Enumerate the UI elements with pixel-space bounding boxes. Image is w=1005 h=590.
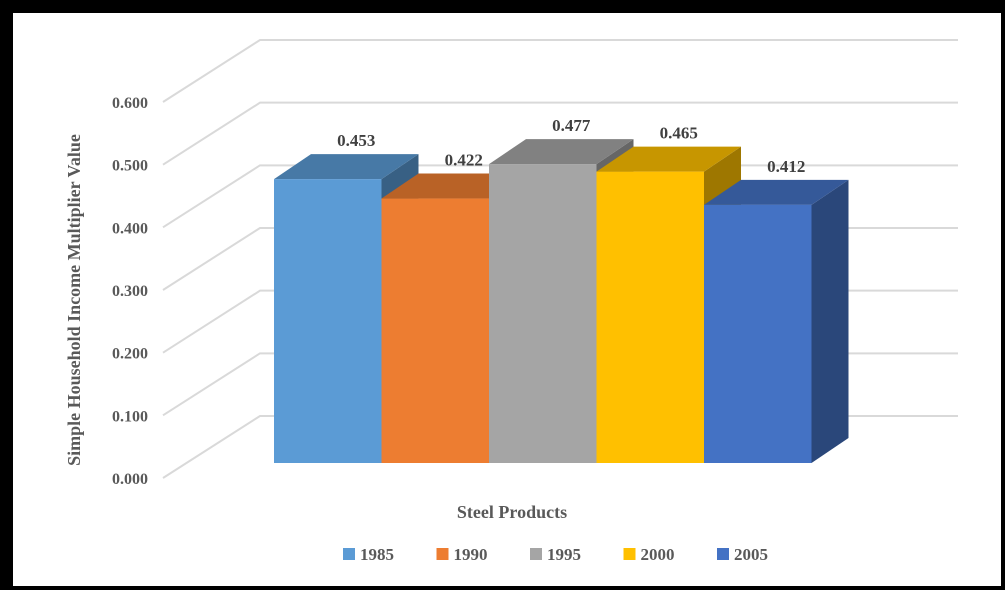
bar-top — [489, 139, 634, 165]
legend-swatch — [530, 548, 542, 560]
y-tick-label: 0.600 — [112, 95, 148, 112]
y-axis-title: Simple Household Income Multiplier Value — [64, 134, 84, 466]
y-tick-label: 0.200 — [112, 346, 148, 363]
data-label-1985: 0.453 — [337, 131, 375, 150]
legend: 1985 1990 1995 2000 2005 — [343, 545, 768, 564]
bar-front — [274, 179, 382, 463]
legend-item-2005: 2005 — [717, 545, 768, 564]
bar-2005 — [704, 179, 849, 463]
legend-item-1995: 1995 — [530, 545, 581, 564]
x-axis-title: Steel Products — [457, 502, 567, 522]
bars — [274, 139, 849, 463]
bar-front — [704, 204, 812, 463]
legend-item-1985: 1985 — [343, 545, 394, 564]
legend-label: 2000 — [641, 545, 675, 564]
legend-label: 1985 — [360, 545, 394, 564]
legend-label: 1995 — [547, 545, 581, 564]
y-tick-label: 0.400 — [112, 220, 148, 237]
data-label-1995: 0.477 — [552, 116, 591, 135]
data-label-1990: 0.422 — [445, 151, 483, 170]
y-tick-label: 0.100 — [112, 408, 148, 425]
y-tick-label: 0.300 — [112, 283, 148, 300]
legend-swatch — [623, 548, 636, 560]
bar-front — [489, 164, 597, 463]
data-label-2000: 0.465 — [660, 124, 698, 143]
y-tick-label: 0.000 — [112, 471, 148, 488]
legend-swatch — [343, 548, 355, 560]
legend-item-2000: 2000 — [623, 545, 675, 564]
bar-front — [381, 198, 489, 463]
y-tick-labels: 0.000 0.100 0.200 0.300 0.400 0.500 0.600 — [112, 95, 148, 488]
legend-swatch — [436, 548, 449, 560]
gridline — [162, 39, 958, 103]
legend-item-1990: 1990 — [436, 545, 488, 564]
bar-front — [596, 171, 704, 463]
bar-side — [811, 179, 849, 463]
legend-label: 1990 — [454, 545, 488, 564]
bar-top — [704, 179, 849, 205]
legend-swatch — [717, 548, 729, 560]
bar-top — [274, 154, 419, 180]
data-label-2005: 0.412 — [767, 157, 805, 176]
legend-label: 2005 — [734, 545, 768, 564]
bar-top — [596, 146, 741, 172]
y-tick-label: 0.500 — [112, 158, 148, 175]
gridline — [162, 101, 958, 166]
data-labels: 0.453 0.422 0.477 0.465 0.412 — [337, 116, 805, 176]
